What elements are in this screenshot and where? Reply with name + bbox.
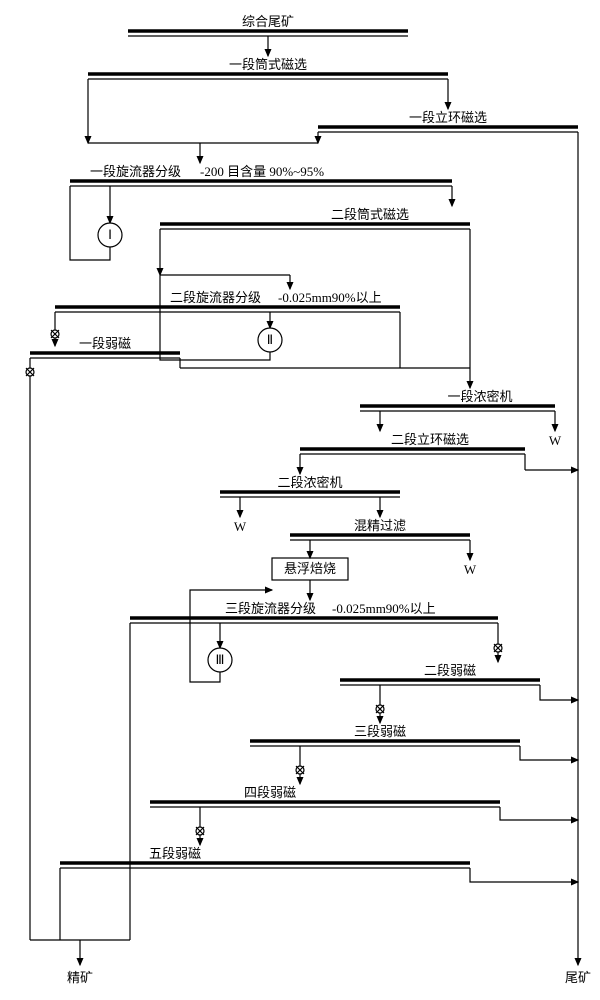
jing-label: 精矿 [67, 970, 93, 985]
stage11-label: 悬浮焙烧 [284, 561, 336, 576]
stage1-label: 一段筒式磁选 [229, 57, 307, 72]
stage4-label: 二段筒式磁选 [331, 207, 409, 222]
stage15-label: 四段弱磁 [244, 785, 296, 800]
stage16-label: 五段弱磁 [149, 846, 201, 861]
stage2-label: 一段立环磁选 [409, 110, 487, 125]
circle3-label: Ⅲ [216, 652, 225, 667]
stage13-label: 二段弱磁 [424, 663, 476, 678]
stage3b-label: -200 目含量 90%~95% [200, 164, 324, 179]
stage14-label: 三段弱磁 [354, 724, 406, 739]
w2-label: W [234, 519, 247, 534]
w1-label: W [549, 433, 562, 448]
title-label: 综合尾矿 [242, 14, 294, 29]
w3-label: W [464, 562, 477, 577]
stage3a-label: 一段旋流器分级 [90, 164, 181, 179]
circle2-label: Ⅱ [267, 332, 273, 347]
stage9-label: 二段浓密机 [277, 475, 342, 490]
stage5b-label: -0.025mm90%以上 [278, 290, 382, 305]
stage12a-label: 三段旋流器分级 [225, 601, 316, 616]
stage10-label: 混精过滤 [354, 518, 406, 533]
stage7-label: 一段浓密机 [447, 389, 512, 404]
stage12b-label: -0.025mm90%以上 [332, 601, 436, 616]
wei-label: 尾矿 [565, 970, 591, 985]
stage6-label: 一段弱磁 [79, 336, 131, 351]
circle1-label: Ⅰ [108, 227, 112, 242]
stage8-label: 二段立环磁选 [391, 432, 469, 447]
stage5a-label: 二段旋流器分级 [170, 290, 261, 305]
